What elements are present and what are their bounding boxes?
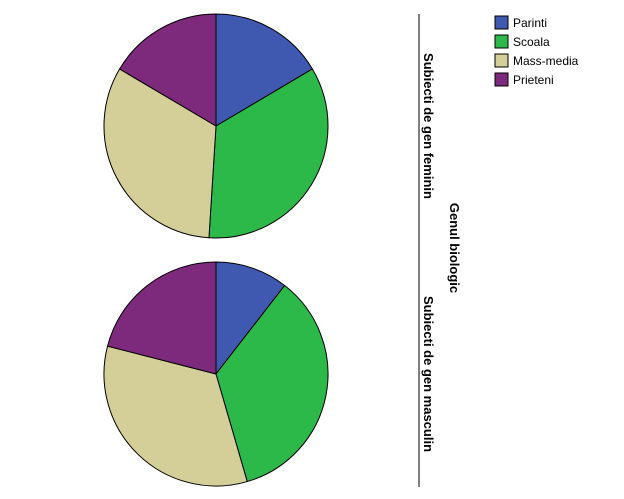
pie-slice-parinti bbox=[215, 261, 286, 375]
pie-slice-scoala bbox=[208, 68, 329, 239]
facet-title: Genul biologic bbox=[447, 203, 462, 293]
legend-label-scoala: Scoala bbox=[513, 35, 550, 49]
legend-label-prieteni: Prieteni bbox=[513, 73, 554, 87]
legend-swatch-mass-media bbox=[494, 53, 509, 68]
pie-slice-mass-media bbox=[103, 68, 217, 239]
facet-label-masculine: Subiecti de gen masculin bbox=[421, 296, 436, 452]
pie-slice-prieteni bbox=[107, 261, 217, 375]
legend-label-parinti: Parinti bbox=[513, 16, 547, 30]
pie-feminine bbox=[103, 13, 329, 239]
legend-swatch-parinti bbox=[494, 15, 509, 30]
pie-charts bbox=[103, 13, 329, 487]
legend-swatch-prieteni bbox=[494, 72, 509, 87]
pie-slice-parinti bbox=[215, 13, 313, 127]
pie-slice-scoala bbox=[215, 285, 329, 483]
pie-slice-mass-media bbox=[103, 345, 248, 487]
legend-label-mass-media: Mass-media bbox=[513, 54, 579, 68]
pie-slice-prieteni bbox=[119, 13, 217, 127]
pie-masculine bbox=[103, 261, 329, 487]
facet-label-feminine: Subiecti de gen feminin bbox=[421, 53, 436, 199]
legend: Parinti Scoala Mass-media Prieteni bbox=[494, 15, 579, 87]
legend-swatch-scoala bbox=[494, 34, 509, 49]
